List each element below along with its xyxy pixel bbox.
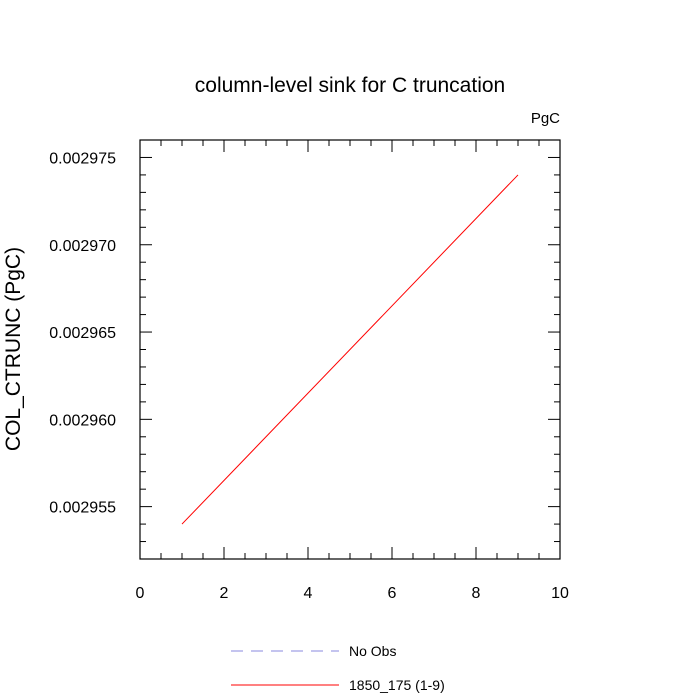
y-tick-label: 0.002970 xyxy=(49,238,116,255)
legend: No Obs 1850_175 (1-9) xyxy=(231,643,445,693)
y-tick-label: 0.002955 xyxy=(49,500,116,517)
plot-area: 0 2 4 6 8 10 0.002955 0.002960 0.002965 0.002970 0… xyxy=(49,139,569,602)
chart-title: column-level sink for C truncation xyxy=(195,74,505,97)
x-tick-label: 4 xyxy=(304,585,313,602)
x-tick-label: 0 xyxy=(136,585,145,602)
series-line-1 xyxy=(181,174,519,525)
y-tick-label: 0.002965 xyxy=(49,325,116,342)
units-label: PgC xyxy=(531,110,560,127)
legend-label-1: 1850_175 (1-9) xyxy=(349,677,445,693)
x-tick-label: 10 xyxy=(551,585,569,602)
legend-label-0: No Obs xyxy=(349,643,396,659)
y-tick-label: 0.002960 xyxy=(49,412,116,429)
x-tick-label: 6 xyxy=(388,585,397,602)
y-axis-label: COL_CTRUNC (PgC) xyxy=(2,247,25,451)
y-tick-label: 0.002975 xyxy=(49,150,116,167)
x-tick-label: 2 xyxy=(220,585,229,602)
x-tick-label: 8 xyxy=(472,585,481,602)
